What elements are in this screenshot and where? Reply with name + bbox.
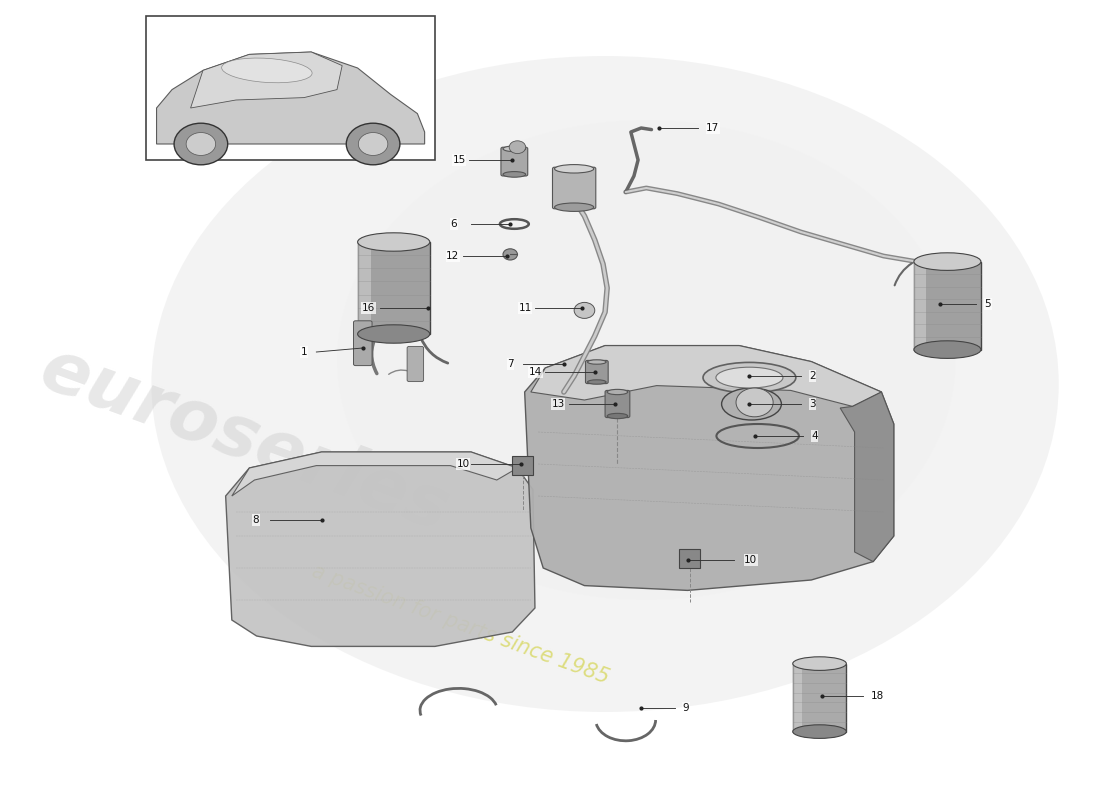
Ellipse shape bbox=[793, 657, 846, 670]
Ellipse shape bbox=[554, 165, 594, 173]
FancyBboxPatch shape bbox=[513, 456, 532, 475]
PathPatch shape bbox=[531, 346, 881, 406]
Ellipse shape bbox=[554, 203, 594, 211]
Ellipse shape bbox=[607, 414, 628, 418]
Ellipse shape bbox=[587, 360, 606, 364]
Text: 4: 4 bbox=[812, 431, 818, 441]
PathPatch shape bbox=[525, 346, 894, 590]
Ellipse shape bbox=[152, 56, 1059, 712]
FancyBboxPatch shape bbox=[793, 664, 846, 731]
Text: 1: 1 bbox=[301, 347, 308, 357]
FancyBboxPatch shape bbox=[914, 262, 926, 350]
Text: 8: 8 bbox=[252, 515, 260, 525]
FancyBboxPatch shape bbox=[793, 664, 802, 731]
Ellipse shape bbox=[914, 253, 981, 270]
Text: 17: 17 bbox=[706, 123, 719, 133]
Text: 7: 7 bbox=[507, 359, 514, 369]
PathPatch shape bbox=[840, 392, 894, 562]
Ellipse shape bbox=[358, 325, 430, 343]
PathPatch shape bbox=[190, 52, 342, 108]
Circle shape bbox=[186, 133, 216, 155]
Text: 6: 6 bbox=[450, 219, 456, 229]
Ellipse shape bbox=[722, 388, 781, 420]
Text: euroseries: euroseries bbox=[31, 334, 458, 546]
FancyBboxPatch shape bbox=[358, 242, 371, 334]
Circle shape bbox=[574, 302, 595, 318]
Ellipse shape bbox=[793, 725, 846, 738]
Circle shape bbox=[346, 123, 400, 165]
FancyBboxPatch shape bbox=[552, 167, 596, 209]
Circle shape bbox=[359, 133, 388, 155]
Circle shape bbox=[503, 249, 517, 260]
Text: 9: 9 bbox=[682, 703, 689, 713]
Circle shape bbox=[736, 388, 773, 417]
Ellipse shape bbox=[587, 380, 606, 384]
Ellipse shape bbox=[503, 146, 526, 152]
PathPatch shape bbox=[156, 52, 425, 144]
Circle shape bbox=[174, 123, 228, 165]
Ellipse shape bbox=[914, 341, 981, 358]
Text: 10: 10 bbox=[745, 555, 758, 565]
Text: 2: 2 bbox=[810, 371, 816, 381]
Text: 5: 5 bbox=[984, 299, 991, 309]
Text: 15: 15 bbox=[452, 155, 465, 165]
Ellipse shape bbox=[703, 362, 795, 393]
FancyBboxPatch shape bbox=[407, 346, 424, 382]
Text: 18: 18 bbox=[871, 691, 884, 701]
Text: 14: 14 bbox=[529, 367, 542, 377]
Text: 12: 12 bbox=[447, 251, 460, 261]
FancyBboxPatch shape bbox=[605, 390, 630, 418]
FancyBboxPatch shape bbox=[585, 360, 608, 383]
Text: 13: 13 bbox=[551, 399, 564, 409]
Ellipse shape bbox=[716, 367, 783, 388]
FancyBboxPatch shape bbox=[353, 321, 372, 366]
FancyBboxPatch shape bbox=[500, 147, 528, 176]
Circle shape bbox=[509, 141, 526, 154]
Ellipse shape bbox=[503, 171, 526, 178]
FancyBboxPatch shape bbox=[146, 16, 434, 160]
Text: 10: 10 bbox=[456, 459, 470, 469]
FancyBboxPatch shape bbox=[914, 262, 981, 350]
Text: 3: 3 bbox=[810, 399, 816, 409]
Ellipse shape bbox=[358, 233, 430, 251]
FancyBboxPatch shape bbox=[680, 549, 700, 568]
Ellipse shape bbox=[337, 120, 956, 600]
FancyBboxPatch shape bbox=[358, 242, 430, 334]
Text: 16: 16 bbox=[362, 303, 375, 313]
Text: 11: 11 bbox=[518, 303, 531, 313]
Text: a passion for parts since 1985: a passion for parts since 1985 bbox=[309, 561, 612, 687]
PathPatch shape bbox=[232, 452, 517, 496]
Ellipse shape bbox=[607, 390, 628, 394]
Ellipse shape bbox=[222, 58, 312, 82]
PathPatch shape bbox=[226, 452, 535, 646]
